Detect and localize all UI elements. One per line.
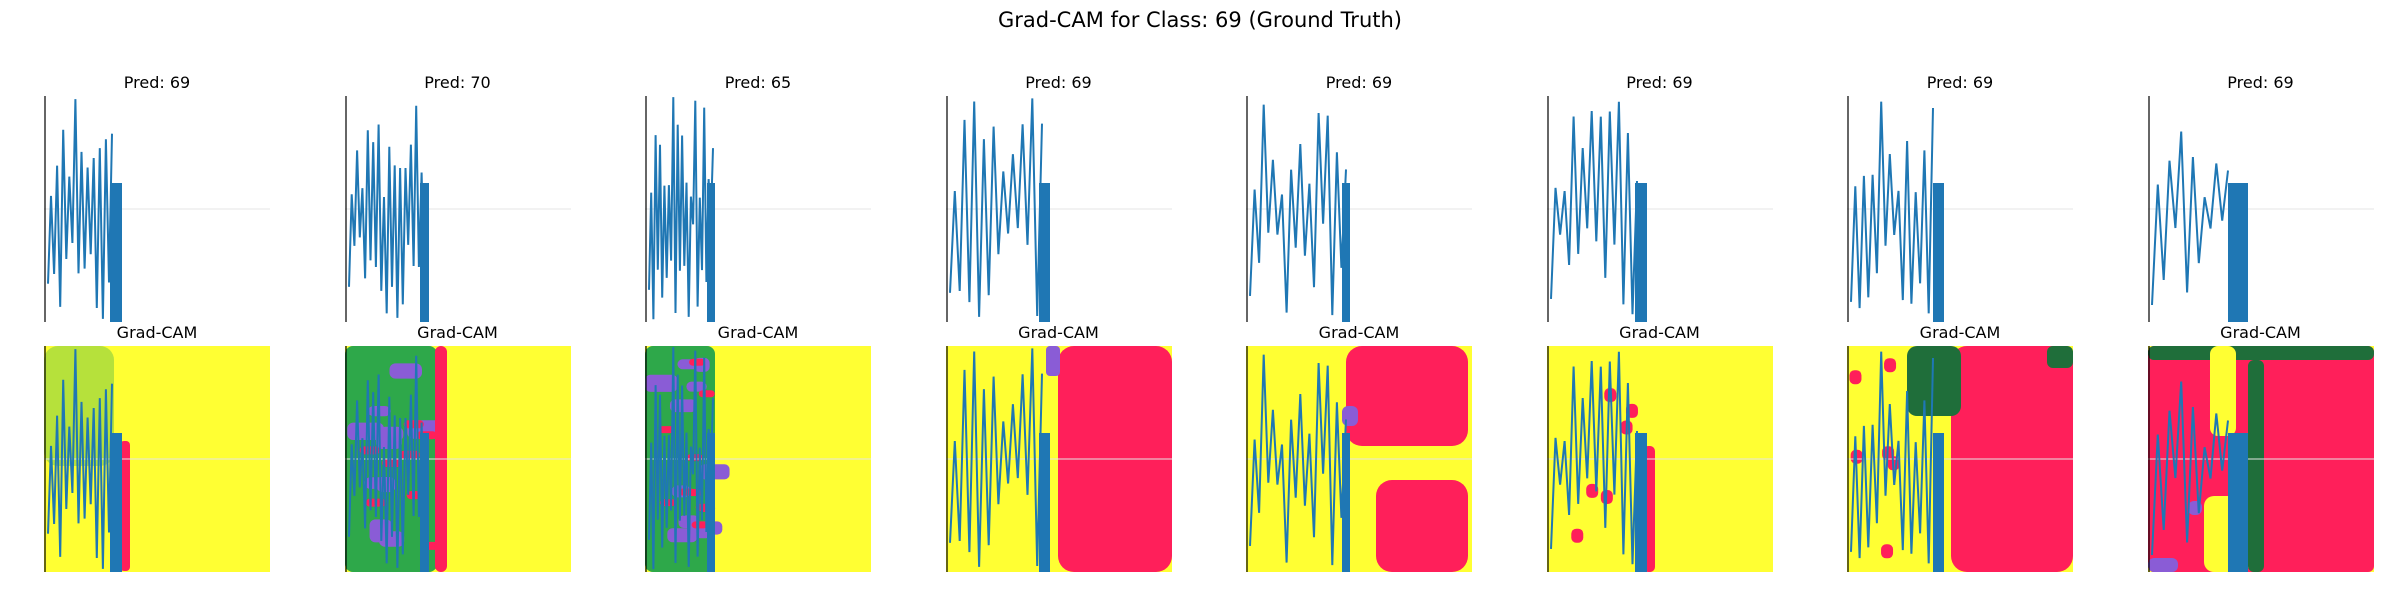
gradcam-panel [945, 346, 1172, 572]
cam-region [2209, 346, 2236, 436]
signal-bar [1038, 433, 1050, 572]
gradcam-panel [344, 346, 571, 572]
signal-bar [1342, 183, 1350, 322]
signal-panel [1847, 96, 2073, 322]
cam-region [691, 521, 708, 529]
signal-panel [645, 96, 871, 322]
signal-bar [1634, 433, 1647, 572]
cam-region [1376, 480, 1468, 572]
signal-bar [419, 183, 429, 322]
cam-region [403, 420, 424, 429]
signal-line [1249, 104, 1347, 316]
cam-region [1342, 406, 1358, 426]
figure-title: Grad-CAM for Class: 69 (Ground Truth) [998, 8, 1402, 32]
cam-region [1907, 346, 1961, 416]
cam-region [378, 426, 403, 442]
signal-panel-title: Pred: 69 [1025, 73, 1092, 92]
signal-line [1249, 354, 1347, 566]
cam-region [698, 390, 715, 398]
signal-bar [707, 183, 715, 322]
gradcam-panel-title: Grad-CAM [1018, 323, 1099, 342]
signal-line [347, 355, 428, 568]
gradcam-panel-title: Grad-CAM [1919, 323, 2001, 342]
signal-line [1850, 101, 1934, 314]
cam-region [1346, 346, 1468, 446]
signal-line [2150, 381, 2229, 556]
gradcam-panel [44, 346, 270, 572]
cam-region [2147, 346, 2374, 360]
cam-region [658, 426, 675, 434]
cam-region [381, 459, 402, 468]
signal-bar [1634, 183, 1647, 322]
signal-line [47, 99, 113, 319]
cam-region [1849, 370, 1862, 385]
signal-line [1549, 351, 1638, 565]
gradcam-panel [1847, 346, 2073, 572]
signal-line [1850, 351, 1934, 564]
signal-line [1549, 101, 1638, 315]
signal-bar [110, 433, 122, 572]
signal-line [648, 347, 714, 570]
cam-region [1884, 358, 1897, 373]
signal-line [648, 97, 714, 320]
signal-bar [707, 433, 715, 572]
signal-panel [945, 96, 1172, 322]
signal-panel [1546, 96, 1773, 322]
signal-bar [1038, 183, 1050, 322]
signal-bar [1933, 183, 1944, 322]
cam-region [120, 441, 130, 571]
signal-bar [2227, 183, 2248, 322]
cam-region [2147, 558, 2178, 572]
signal-line [948, 348, 1043, 567]
signal-bar [1933, 433, 1944, 572]
cam-region [689, 358, 706, 366]
cam-region [1881, 544, 1894, 559]
gradcam-panel-title: Grad-CAM [1318, 323, 1400, 342]
cam-region [1045, 346, 1060, 376]
gradcam-panel-title: Grad-CAM [116, 323, 198, 342]
gradcam-panel-title: Grad-CAM [1619, 323, 1700, 342]
signal-panel-title: Pred: 69 [123, 73, 191, 92]
signal-bar [110, 183, 122, 322]
signal-panel-title: Pred: 70 [424, 73, 491, 92]
cam-region [2047, 346, 2073, 368]
gradcam-panel [1246, 346, 1472, 572]
gradcam-panel [2147, 346, 2374, 572]
signal-panel-title: Pred: 69 [2227, 73, 2294, 92]
cam-region [1570, 528, 1583, 543]
signal-bar [1342, 433, 1350, 572]
signal-bar [2227, 433, 2248, 572]
cam-region [2247, 360, 2264, 572]
signal-panel-title: Pred: 69 [1626, 73, 1693, 92]
signal-line [2150, 131, 2229, 306]
gradcam-panel-title: Grad-CAM [717, 323, 799, 342]
cam-region [44, 346, 114, 466]
gradcam-panel-title: Grad-CAM [2220, 323, 2301, 342]
gradcam-panel [1546, 346, 1773, 572]
signal-panel-title: Pred: 69 [1325, 73, 1393, 92]
signal-panel-title: Pred: 69 [1926, 73, 1994, 92]
gradcam-panel [645, 346, 871, 572]
signal-line [347, 105, 428, 318]
cam-region [388, 363, 422, 379]
cam-region [645, 374, 678, 392]
signal-bar [419, 433, 429, 572]
signal-panel [344, 96, 571, 322]
signal-panel [2147, 96, 2374, 322]
signal-line [948, 98, 1043, 317]
signal-panel [44, 96, 270, 322]
gradcam-panel-title: Grad-CAM [417, 323, 498, 342]
signal-line [47, 349, 113, 569]
signal-panel-title: Pred: 65 [724, 73, 792, 92]
signal-panel [1246, 96, 1472, 322]
